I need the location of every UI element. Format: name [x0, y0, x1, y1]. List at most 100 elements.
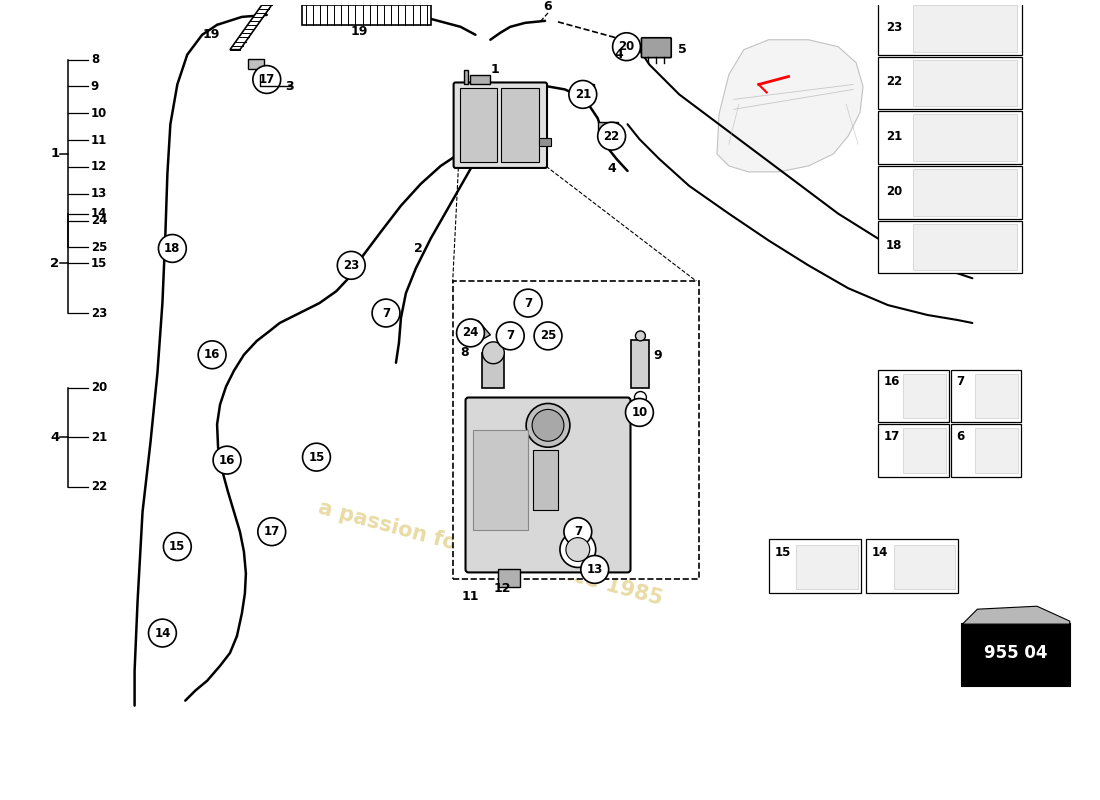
Text: 21: 21 — [91, 430, 107, 444]
Bar — [471, 74, 491, 85]
Bar — [950, 424, 1021, 477]
Text: 9: 9 — [91, 80, 99, 93]
FancyBboxPatch shape — [453, 82, 547, 168]
Text: 6: 6 — [957, 430, 965, 442]
Text: 7: 7 — [506, 330, 515, 342]
Text: 14: 14 — [91, 207, 107, 220]
Bar — [539, 138, 551, 146]
Text: 8: 8 — [460, 346, 469, 359]
Circle shape — [635, 391, 647, 403]
Text: 15: 15 — [91, 257, 107, 270]
Circle shape — [532, 410, 564, 442]
Text: 23: 23 — [343, 259, 360, 272]
Circle shape — [613, 33, 640, 61]
Text: 15: 15 — [169, 540, 186, 553]
Bar — [913, 60, 1018, 106]
Text: 13: 13 — [91, 187, 107, 200]
Bar — [962, 624, 1070, 686]
Bar — [301, 5, 431, 25]
FancyBboxPatch shape — [465, 398, 630, 573]
Text: 22: 22 — [886, 75, 902, 89]
Circle shape — [636, 331, 646, 341]
Text: 4: 4 — [607, 162, 616, 175]
Bar — [903, 428, 946, 473]
Text: 7: 7 — [574, 525, 582, 538]
Text: 12: 12 — [91, 161, 107, 174]
Polygon shape — [962, 606, 1070, 624]
Text: 7: 7 — [382, 306, 390, 319]
Text: 18: 18 — [164, 242, 180, 255]
Bar — [913, 5, 1018, 52]
Bar — [483, 353, 504, 387]
Text: 7: 7 — [524, 297, 532, 310]
Text: 18: 18 — [886, 239, 902, 253]
Circle shape — [164, 533, 191, 561]
Bar — [894, 545, 956, 590]
Text: 10: 10 — [91, 106, 107, 120]
Bar — [903, 374, 946, 418]
Text: 20: 20 — [886, 185, 902, 198]
Circle shape — [483, 342, 504, 364]
Bar — [769, 538, 861, 594]
Circle shape — [372, 299, 400, 327]
Bar — [878, 370, 948, 422]
Bar — [878, 424, 948, 477]
Bar — [878, 57, 1022, 110]
Text: 16: 16 — [204, 348, 220, 362]
Text: 20: 20 — [618, 40, 635, 53]
Text: 8: 8 — [91, 53, 99, 66]
Bar — [878, 221, 1022, 274]
Text: 12: 12 — [494, 582, 510, 595]
Circle shape — [560, 532, 596, 567]
Polygon shape — [230, 5, 272, 50]
Text: 20: 20 — [91, 381, 107, 394]
Text: 22: 22 — [91, 481, 107, 494]
Text: 5: 5 — [679, 43, 688, 56]
Circle shape — [257, 518, 286, 546]
Circle shape — [213, 446, 241, 474]
Text: 19: 19 — [202, 28, 220, 42]
Polygon shape — [717, 40, 864, 172]
Bar — [913, 169, 1018, 216]
Text: 19: 19 — [351, 26, 367, 38]
Bar — [597, 122, 617, 132]
Bar — [878, 2, 1022, 54]
Polygon shape — [463, 70, 467, 85]
Text: 11: 11 — [462, 590, 480, 602]
Circle shape — [597, 122, 626, 150]
Circle shape — [253, 66, 280, 94]
Bar — [878, 166, 1022, 218]
Text: 17: 17 — [884, 430, 900, 442]
Circle shape — [581, 555, 608, 583]
Bar — [976, 374, 1019, 418]
Bar — [582, 85, 594, 102]
Circle shape — [198, 341, 226, 369]
Text: 1: 1 — [491, 63, 499, 76]
Text: 17: 17 — [258, 73, 275, 86]
Circle shape — [158, 234, 186, 262]
Text: a passion for parts since 1985: a passion for parts since 1985 — [316, 498, 664, 610]
Circle shape — [514, 289, 542, 317]
Bar — [878, 111, 1022, 164]
Bar — [866, 538, 958, 594]
Bar — [534, 450, 558, 510]
Text: 4: 4 — [51, 430, 59, 444]
Circle shape — [565, 538, 590, 562]
Bar — [452, 282, 700, 579]
Bar — [913, 114, 1018, 161]
Bar — [473, 430, 528, 530]
Circle shape — [302, 443, 330, 471]
Circle shape — [456, 319, 484, 347]
Text: 21: 21 — [886, 130, 902, 143]
FancyBboxPatch shape — [641, 38, 671, 58]
Text: 23: 23 — [886, 21, 902, 34]
Circle shape — [569, 81, 596, 108]
Circle shape — [148, 619, 176, 647]
Bar — [631, 340, 649, 387]
Text: 4: 4 — [615, 48, 624, 61]
Text: 21: 21 — [574, 88, 591, 101]
Text: 2: 2 — [414, 242, 422, 255]
Bar — [498, 570, 520, 587]
Text: 1: 1 — [51, 147, 59, 160]
Bar — [950, 370, 1021, 422]
